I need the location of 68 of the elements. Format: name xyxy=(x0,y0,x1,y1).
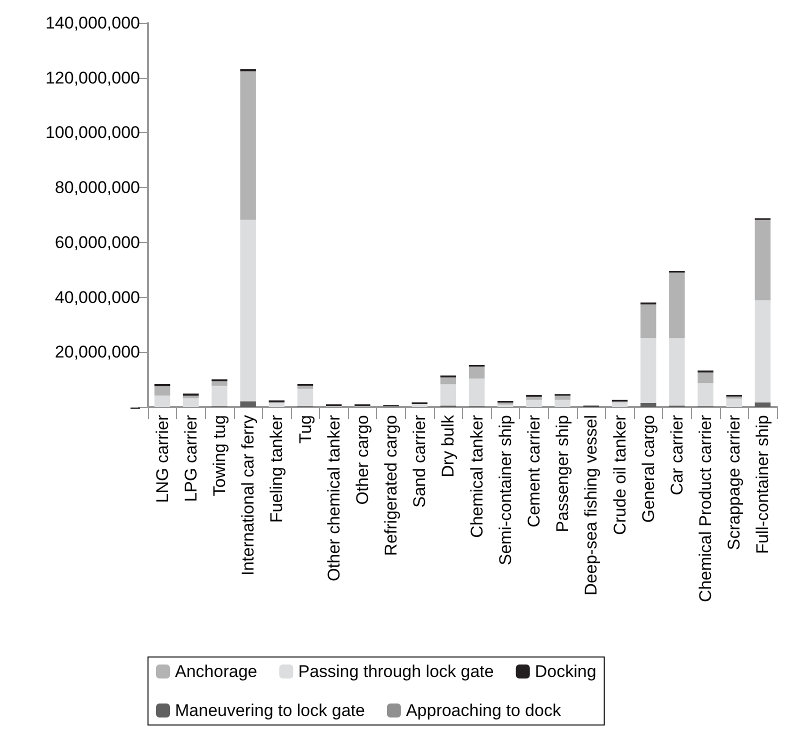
bar xyxy=(612,402,628,407)
bar xyxy=(440,377,456,384)
bar xyxy=(698,383,714,406)
bar xyxy=(554,400,570,407)
x-tick-label: Refrigerated cargo xyxy=(382,415,401,556)
bar xyxy=(468,378,485,406)
x-tick-label: Scrappage carrier xyxy=(724,414,744,550)
bar xyxy=(240,220,256,402)
legend-label: Passing through lock gate xyxy=(298,662,494,681)
bar xyxy=(669,272,685,338)
x-tick-label: Towing tug xyxy=(210,415,229,496)
x-tick-label: Tug xyxy=(296,415,315,444)
bar xyxy=(154,395,170,407)
x-tick-label: International car ferry xyxy=(238,414,258,576)
bar xyxy=(154,386,170,396)
bar xyxy=(212,381,228,386)
bar xyxy=(669,338,685,406)
bar xyxy=(526,400,542,407)
bar xyxy=(640,402,656,407)
bar xyxy=(640,304,656,338)
x-tick-label: LNG carrier xyxy=(152,414,172,503)
x-tick-label: Dry bulk xyxy=(438,414,458,478)
bar xyxy=(297,388,314,406)
x-tick-label: Crude oil tanker xyxy=(610,414,630,536)
x-tick-label: Cement carrier xyxy=(524,414,544,528)
y-tick-label: – xyxy=(130,398,141,416)
bar xyxy=(183,398,199,407)
y-tick-label: 140,000,000 xyxy=(45,14,140,32)
x-tick-label: Car carrier xyxy=(667,414,686,496)
x-tick-label: Other cargo xyxy=(352,415,372,505)
legend-label: Approaching to dock xyxy=(406,701,562,720)
bar xyxy=(754,300,771,402)
bar xyxy=(698,372,714,384)
y-tick-label: 120,000,000 xyxy=(45,68,140,88)
x-tick-label: Full-container ship xyxy=(753,415,772,554)
bar xyxy=(297,386,314,389)
legend-label: Maneuvering to lock gate xyxy=(175,701,365,720)
bar xyxy=(526,396,542,400)
bar xyxy=(640,338,656,403)
x-tick-label: General cargo xyxy=(638,415,658,523)
bar xyxy=(554,396,570,400)
y-tick-label: 100,000,000 xyxy=(45,123,140,142)
x-tick-label: Deep-sea fishing vessel xyxy=(582,415,601,596)
bar xyxy=(468,366,485,378)
x-tick-label: Fueling tanker xyxy=(267,414,286,523)
x-tick-label: Sand carrier xyxy=(410,414,430,508)
bar xyxy=(154,384,170,386)
y-tick-label: 20,000,000 xyxy=(54,342,140,362)
x-tick-label: Semi-container ship xyxy=(496,415,515,566)
bar xyxy=(268,402,285,407)
bar xyxy=(240,401,256,407)
x-tick-label: Other chemical tanker xyxy=(324,414,344,582)
bar xyxy=(754,220,771,300)
x-tick-label: Chemical tanker xyxy=(467,414,486,538)
bar xyxy=(240,71,256,220)
x-tick-label: LPG carrier xyxy=(181,414,200,502)
y-tick-label: 80,000,000 xyxy=(54,178,140,198)
legend-label: Anchorage xyxy=(175,662,258,681)
legend-label: Docking xyxy=(534,662,596,681)
x-tick-label: Chemical Product carrier xyxy=(696,414,716,602)
x-tick-label: Passenger ship xyxy=(553,415,572,532)
y-tick-label: 60,000,000 xyxy=(54,232,140,252)
y-tick-label: 40,000,000 xyxy=(54,288,140,307)
bar xyxy=(412,404,428,407)
bar xyxy=(440,384,456,406)
bar xyxy=(726,398,742,407)
bar xyxy=(212,386,228,406)
bar xyxy=(754,402,771,407)
